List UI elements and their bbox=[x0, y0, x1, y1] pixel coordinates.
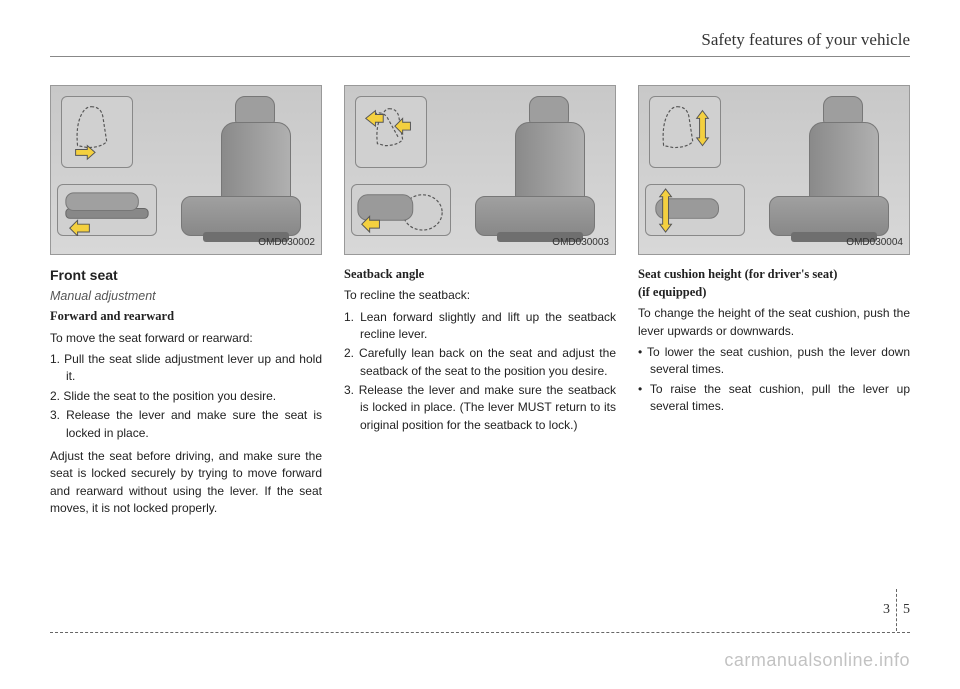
figure-code: OMD030004 bbox=[846, 236, 903, 251]
footer-divider bbox=[50, 632, 910, 633]
figure-seat-height: OMD030004 bbox=[638, 85, 910, 255]
inset-height-lever-icon bbox=[645, 184, 745, 236]
heading-front-seat: Front seat bbox=[50, 265, 322, 285]
figure-code: OMD030002 bbox=[258, 236, 315, 251]
page-header: Safety features of your vehicle bbox=[50, 30, 910, 57]
list-item: 2. Slide the seat to the position you de… bbox=[50, 388, 322, 405]
subheading-forward-rearward: Forward and rearward bbox=[50, 307, 322, 325]
list-item: 1. Lean forward slightly and lift up the… bbox=[344, 309, 616, 344]
subheading-seat-height: Seat cushion height (for driver's seat) bbox=[638, 265, 910, 283]
seat-illustration bbox=[469, 96, 599, 246]
subheading-manual-adjustment: Manual adjustment bbox=[50, 287, 322, 305]
steps-list: 1. Pull the seat slide adjustment lever … bbox=[50, 351, 322, 442]
bullet-list: • To lower the seat cushion, push the le… bbox=[638, 344, 910, 416]
inset-recline-lever-icon bbox=[351, 184, 451, 236]
figure-seatback-angle: OMD030003 bbox=[344, 85, 616, 255]
column-1: OMD030002 Front seat Manual adjustment F… bbox=[50, 85, 322, 521]
page-number: 3 5 bbox=[883, 589, 910, 631]
list-item: • To raise the seat cushion, pull the le… bbox=[638, 381, 910, 416]
figure-seat-slide: OMD030002 bbox=[50, 85, 322, 255]
three-column-layout: OMD030002 Front seat Manual adjustment F… bbox=[50, 85, 910, 521]
inset-seat-outline-icon bbox=[61, 96, 133, 168]
list-item: 1. Pull the seat slide adjustment lever … bbox=[50, 351, 322, 386]
figure-code: OMD030003 bbox=[552, 236, 609, 251]
seat-illustration bbox=[175, 96, 305, 246]
steps-list: 1. Lean forward slightly and lift up the… bbox=[344, 309, 616, 435]
list-item: 2. Carefully lean back on the seat and a… bbox=[344, 345, 616, 380]
intro-text: To recline the seatback: bbox=[344, 287, 616, 304]
intro-text: To move the seat forward or rearward: bbox=[50, 330, 322, 347]
column-3: OMD030004 Seat cushion height (for drive… bbox=[638, 85, 910, 521]
subheading-if-equipped: (if equipped) bbox=[638, 283, 910, 301]
subheading-seatback-angle: Seatback angle bbox=[344, 265, 616, 283]
watermark: carmanualsonline.info bbox=[724, 650, 910, 671]
page-number-value: 5 bbox=[903, 602, 910, 618]
list-item: • To lower the seat cushion, push the le… bbox=[638, 344, 910, 379]
manual-page: Safety features of your vehicle bbox=[0, 0, 960, 689]
section-number: 3 bbox=[883, 602, 890, 618]
list-item: 3. Release the lever and make sure the s… bbox=[344, 382, 616, 434]
page-separator bbox=[896, 589, 897, 631]
list-item: 3. Release the lever and make sure the s… bbox=[50, 407, 322, 442]
paragraph: Adjust the seat before driving, and make… bbox=[50, 448, 322, 518]
inset-height-icon bbox=[649, 96, 721, 168]
inset-slide-lever-icon bbox=[57, 184, 157, 236]
seat-illustration bbox=[763, 96, 893, 246]
inset-recline-icon bbox=[355, 96, 427, 168]
column-2: OMD030003 Seatback angle To recline the … bbox=[344, 85, 616, 521]
intro-text: To change the height of the seat cushion… bbox=[638, 305, 910, 340]
